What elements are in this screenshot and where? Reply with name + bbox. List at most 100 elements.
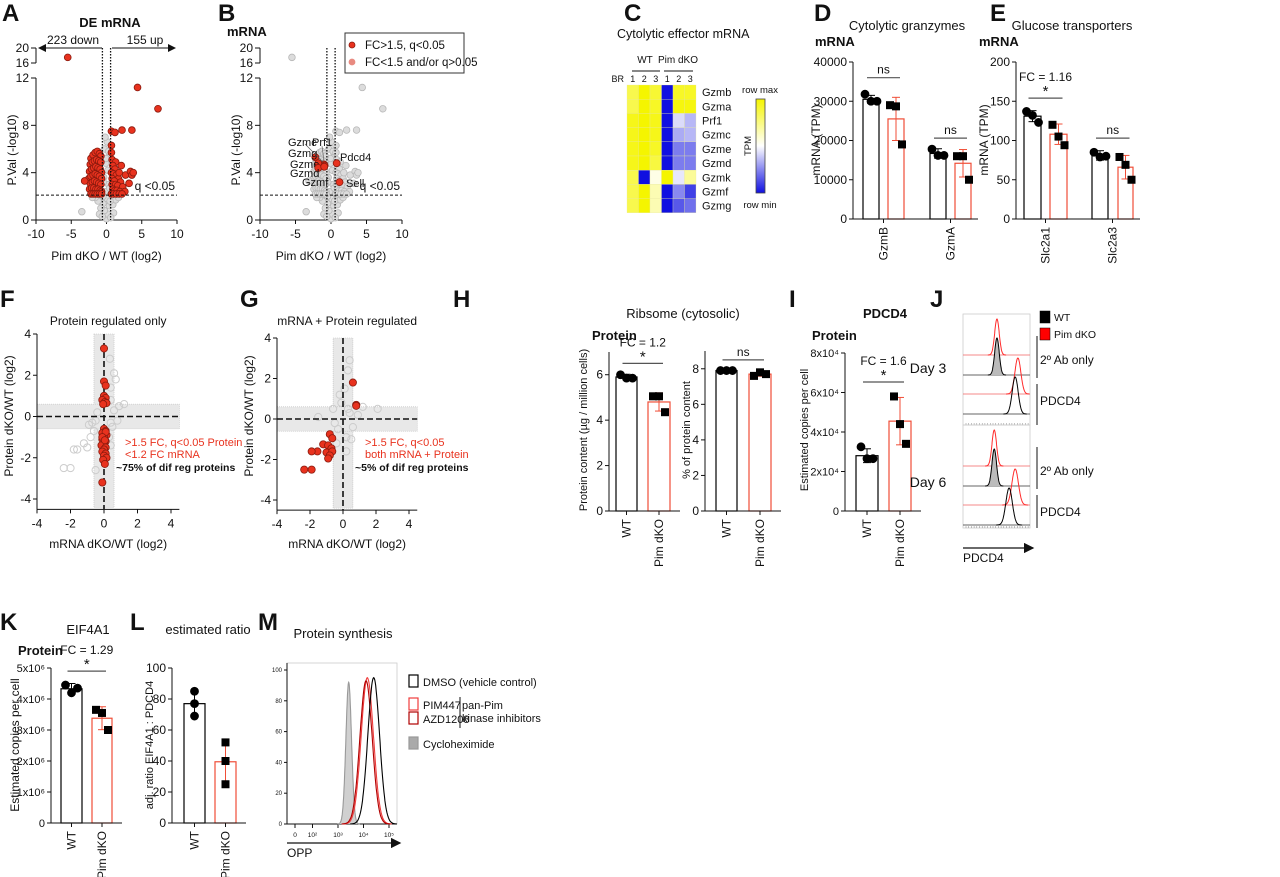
- trace-pim447: [342, 676, 392, 825]
- data-point-ko: [959, 152, 967, 161]
- data-point-other: [314, 412, 323, 422]
- significance-label: ns: [944, 123, 957, 137]
- panel-letter: H: [453, 286, 470, 313]
- heatmap-cell: [672, 141, 685, 157]
- data-point-other: [347, 435, 356, 444]
- panel-letters: A B C D E F G H I J K L M: [0, 0, 1006, 636]
- data-point-ns: [321, 204, 330, 212]
- heatmap-cell: [672, 127, 685, 142]
- heatmap-cell: [626, 127, 639, 142]
- fold-change-label: FC = 1.16: [1019, 70, 1072, 84]
- row-label: PDCD4: [1040, 505, 1081, 519]
- gene-label: Gzmc: [288, 137, 317, 149]
- heatmap-cell: [626, 170, 639, 185]
- chart-title: DE mRNA: [79, 15, 141, 30]
- panel-letter: A: [2, 0, 19, 27]
- y-tick-label: 4: [246, 166, 253, 180]
- heatmap-cell: [672, 155, 685, 171]
- section-label: mRNA: [815, 34, 855, 49]
- data-point-significant: [129, 168, 138, 177]
- x-axis-label: PDCD4: [963, 551, 1004, 565]
- data-point-wt: [927, 144, 937, 154]
- data-point-ns: [335, 128, 344, 137]
- y-tick-label: 6: [596, 368, 603, 382]
- panel-letter: K: [0, 609, 18, 636]
- data-point-ko: [1060, 141, 1069, 150]
- legend-label: Pim dKO: [1054, 329, 1096, 341]
- data-point-wt: [1034, 118, 1043, 127]
- y-tick-label: 8: [22, 118, 29, 132]
- y-tick-label: 5x10⁶: [17, 663, 45, 675]
- data-point-wt: [860, 89, 870, 99]
- data-point-other: [332, 439, 341, 448]
- bar: [862, 98, 880, 220]
- data-point-significant: [118, 126, 126, 134]
- y-tick-label: 60: [275, 730, 282, 736]
- heatmap-cell: [626, 141, 639, 157]
- scatter-plot-F: -4 -2 0 2 4 -4 -2 0 2 4 Protein regulated only mRNA…: [2, 314, 242, 551]
- legend-box: [344, 32, 465, 74]
- data-point-ko: [902, 439, 910, 448]
- heatmap-cell: [649, 113, 662, 128]
- bar: [615, 376, 638, 512]
- gene-label: Gzmf: [302, 177, 329, 189]
- data-point-ns: [352, 126, 361, 134]
- heatmap-cell: [672, 198, 685, 213]
- x-tick-label: -5: [66, 227, 77, 241]
- y-tick-label: 2: [264, 372, 271, 386]
- panel-letter: L: [130, 609, 145, 636]
- heatmap-cell: [649, 84, 662, 100]
- fold-change-label: FC = 1.6: [860, 354, 907, 368]
- y-tick-label: 2x10⁶: [17, 756, 45, 768]
- y-tick-label: 20: [240, 41, 254, 55]
- section-label: mRNA: [979, 34, 1019, 49]
- data-point-significant: [154, 104, 162, 113]
- heatmap-cell: [684, 184, 697, 199]
- heatmap-cell: [638, 127, 651, 142]
- category-label: WT: [860, 518, 874, 537]
- x-tick-label: 0: [101, 516, 108, 530]
- heatmap-cell: [638, 198, 651, 213]
- data-point-other: [333, 425, 343, 434]
- data-point-labeled: [332, 159, 341, 168]
- heatmap-cell: [626, 184, 639, 199]
- x-tick-label: 2: [134, 516, 141, 530]
- x-tick-label: -2: [305, 517, 316, 531]
- bar-chart-L: 0 20 40 60 80 100 WT Pim dKO estimated ratio adj.…: [144, 622, 251, 877]
- chart-title: PDCD4: [863, 306, 908, 321]
- y-tick-label: 80: [275, 699, 282, 705]
- replicate-prefix: BR: [611, 74, 624, 84]
- data-point-highlighted: [307, 465, 316, 474]
- gene-label: Prf1: [312, 137, 332, 149]
- replicate-label: 2: [642, 74, 647, 84]
- trace-ko: [987, 318, 1007, 356]
- y-tick-label: 0: [279, 822, 283, 828]
- y-tick-label: 1x10⁶: [17, 787, 45, 799]
- histogram-protein-synthesis: 0 20 40 60 80 100 0 10² 10³ 10⁴ 10⁵ Protein synthes…: [272, 626, 541, 860]
- y-tick-label: 20000: [814, 134, 848, 148]
- data-point-other: [343, 366, 353, 375]
- fold-change-label: FC = 1.29: [60, 643, 113, 657]
- y-tick-label: 0: [246, 213, 253, 227]
- data-point-other: [111, 375, 120, 384]
- legend-label: FC<1.5 and/or q>0.05: [365, 57, 478, 69]
- bar: [929, 152, 947, 220]
- y-tick-label: 2x10⁴: [810, 467, 839, 479]
- heatmap-cell: [661, 113, 674, 128]
- trace-wt: [987, 337, 1007, 376]
- y-tick-label: 3x10⁶: [17, 725, 45, 737]
- label-leader: [304, 143, 324, 163]
- annotation-red: <1.2 FC mRNA: [125, 449, 201, 461]
- significance-label: *: [1043, 83, 1049, 100]
- data-point-wt: [628, 373, 637, 383]
- y-tick-label: 12: [16, 71, 30, 85]
- x-axis-label: mRNA dKO/WT (log2): [49, 537, 167, 551]
- heatmap-cell: [638, 113, 651, 128]
- data-point-wt: [67, 688, 76, 698]
- day-label: Day 3: [910, 360, 947, 376]
- data-point-highlighted: [100, 459, 109, 468]
- data-point-ns: [78, 208, 86, 216]
- y-tick-label: 6x10⁴: [810, 388, 839, 400]
- data-point-ns: [325, 133, 334, 141]
- x-tick-label: 10: [395, 227, 409, 241]
